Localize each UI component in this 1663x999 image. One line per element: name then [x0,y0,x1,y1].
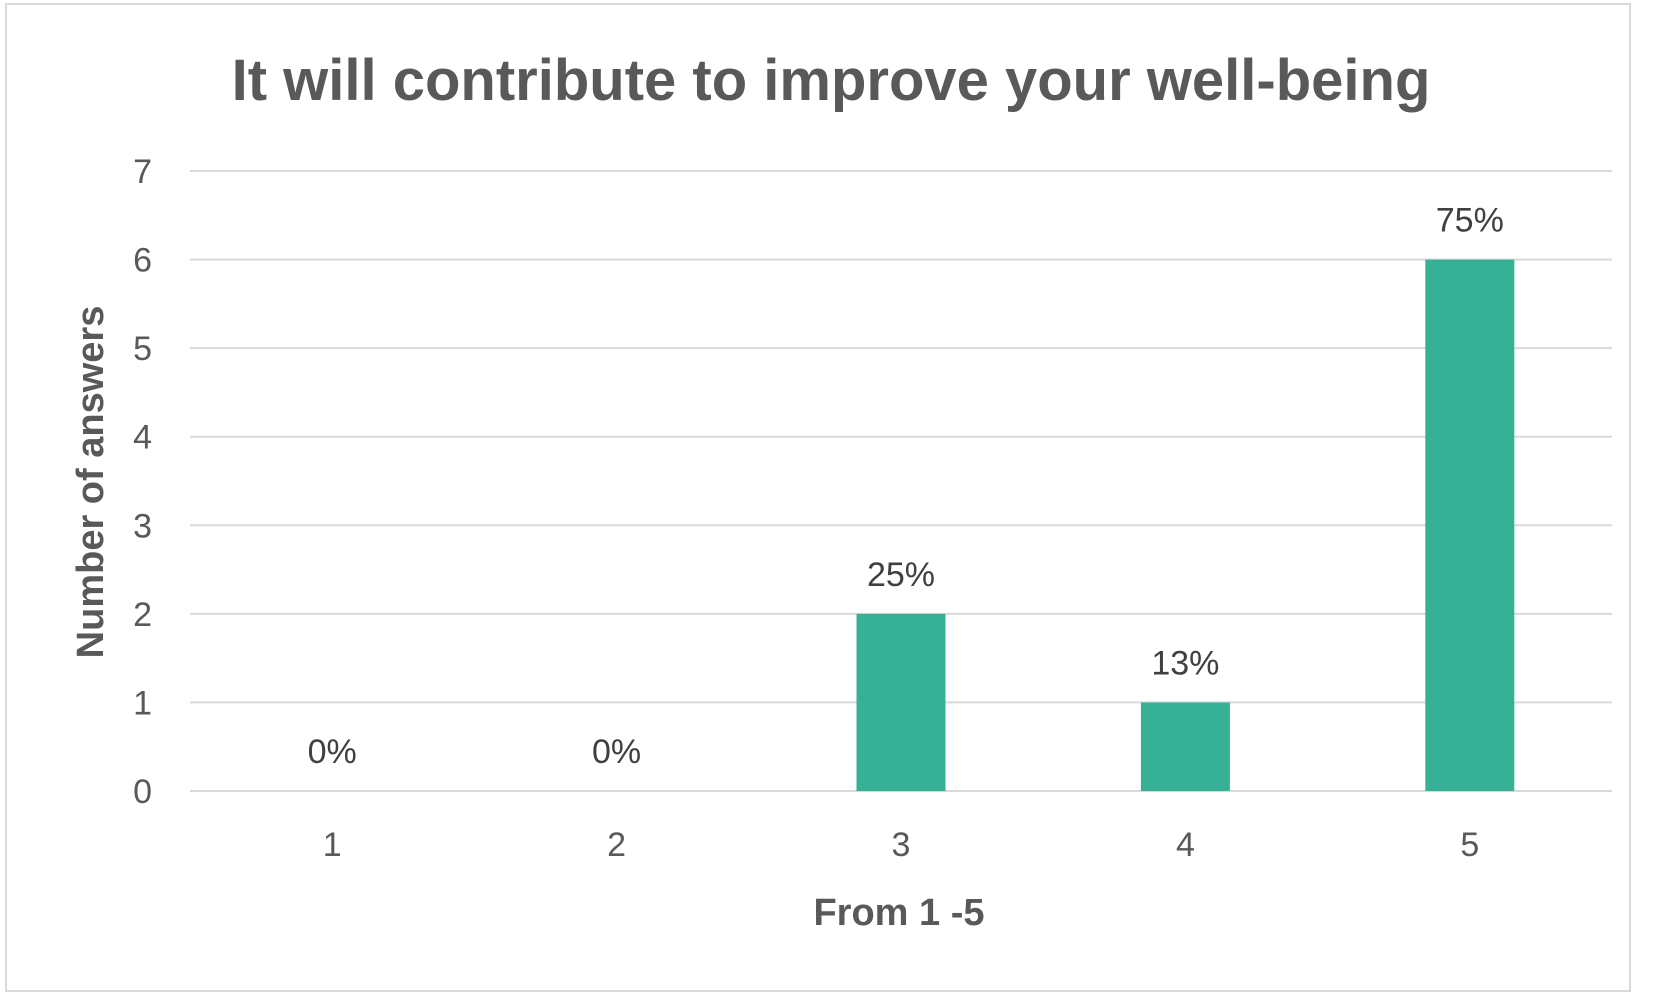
data-label: 0% [308,733,357,771]
x-tick-label: 5 [1460,826,1479,864]
x-tick-label: 3 [892,826,911,864]
bar [856,613,946,791]
x-axis-ticks: 1 2 3 4 5 [323,826,1480,864]
chart-title: It will contribute to improve your well-… [232,48,1431,113]
data-label: 75% [1436,202,1504,240]
y-tick-label: 3 [133,507,152,545]
bar [1425,259,1515,792]
bar [1140,702,1230,791]
y-tick-label: 5 [133,330,152,368]
y-axis-title: Number of answers [70,306,112,659]
x-axis-title: From 1 -5 [813,892,984,934]
y-tick-label: 0 [133,773,152,811]
y-tick-label: 1 [133,684,152,722]
data-label: 13% [1151,644,1219,682]
bars [856,259,1515,792]
y-tick-label: 7 [133,153,152,191]
data-labels: 0% 0% 25% 13% 75% [308,202,1504,771]
y-tick-label: 4 [133,419,152,457]
data-label: 0% [592,733,641,771]
y-tick-label: 2 [133,596,152,634]
x-tick-label: 1 [323,826,342,864]
y-tick-label: 6 [133,242,152,280]
chart-frame [5,3,1631,992]
data-label: 25% [867,556,935,594]
x-tick-label: 2 [607,826,626,864]
gridlines [190,170,1612,792]
y-axis-ticks: 0 1 2 3 4 5 6 7 [133,153,152,811]
x-tick-label: 4 [1176,826,1195,864]
